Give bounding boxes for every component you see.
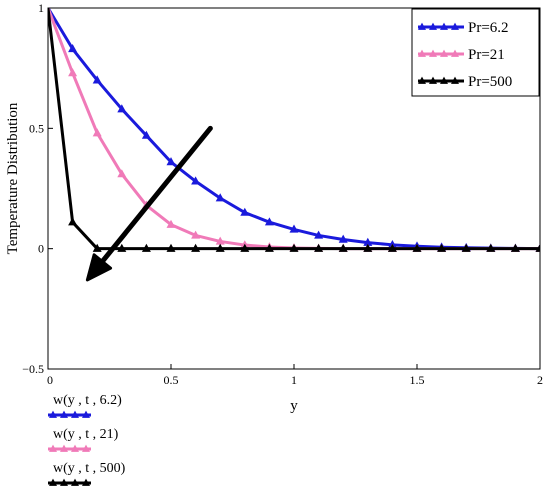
expression-swatch-marker xyxy=(49,444,57,452)
data-point-marker xyxy=(437,243,447,252)
x-tick-label: 0 xyxy=(47,373,53,387)
expression-entry-2: w(y , t , 21) xyxy=(48,427,119,452)
expression-entry-1: w(y , t , 6.2) xyxy=(48,393,122,418)
data-point-marker xyxy=(215,193,225,202)
expression-list: w(y , t , 6.2) w(y , t , 21) w(y , t , 500… xyxy=(48,393,126,486)
legend-swatch-marker xyxy=(429,76,437,84)
data-point-marker xyxy=(92,128,102,137)
data-point-marker xyxy=(141,130,151,139)
legend-entry-1: Pr=6.2 xyxy=(418,20,509,36)
y-tick-label: 0 xyxy=(38,242,44,256)
data-point-marker xyxy=(68,44,78,53)
legend-label: Pr=6.2 xyxy=(468,20,509,36)
data-point-marker xyxy=(264,243,274,252)
legend-swatch-marker xyxy=(429,22,437,30)
data-point-marker xyxy=(412,243,422,252)
data-point-marker xyxy=(387,243,397,252)
data-point-marker xyxy=(215,236,225,245)
data-point-marker xyxy=(191,243,201,252)
data-point-marker xyxy=(68,217,78,226)
y-tick-label: 0.5 xyxy=(29,121,44,135)
expression-swatch-marker xyxy=(82,444,90,452)
legend-swatch-marker xyxy=(418,49,426,57)
expression-swatch-marker xyxy=(82,410,90,418)
annotation-arrow xyxy=(85,125,213,282)
data-point-marker xyxy=(535,243,540,252)
data-point-marker xyxy=(289,243,299,252)
data-point-marker xyxy=(264,217,274,226)
expression-swatch-marker xyxy=(71,444,79,452)
data-point-marker xyxy=(338,243,348,252)
legend-swatch-marker xyxy=(418,22,426,30)
expression-entry-3: w(y , t , 500) xyxy=(48,461,126,486)
data-point-marker xyxy=(461,243,471,252)
x-axis-title: y xyxy=(290,398,298,414)
y-tick-label: 1 xyxy=(38,1,44,15)
arrow-shaft xyxy=(97,125,213,268)
legend-swatch-marker xyxy=(451,49,459,57)
data-point-marker xyxy=(486,243,496,252)
x-tick-label: 1 xyxy=(291,373,297,387)
data-point-marker xyxy=(215,243,225,252)
x-tick-label: 0.5 xyxy=(164,373,179,387)
data-point-marker xyxy=(68,68,78,77)
data-point-marker xyxy=(92,243,102,252)
legend-entry-3: Pr=500 xyxy=(418,74,512,90)
x-tick-label: 2 xyxy=(537,373,543,387)
data-point-marker xyxy=(141,243,151,252)
legend-entry-2: Pr=21 xyxy=(418,47,505,63)
expression-swatch-marker xyxy=(71,410,79,418)
legend-swatch-marker xyxy=(440,22,448,30)
data-point-marker xyxy=(510,243,520,252)
annotation-layer xyxy=(85,125,213,282)
legend-swatch-marker xyxy=(429,49,437,57)
data-point-marker xyxy=(240,207,250,216)
data-point-marker xyxy=(191,230,201,239)
arrow-head xyxy=(85,253,113,282)
legend-swatch-marker xyxy=(451,76,459,84)
data-point-marker xyxy=(191,176,201,185)
expression-swatch-marker xyxy=(60,444,68,452)
data-point-marker xyxy=(166,157,176,166)
expression-swatch-marker xyxy=(71,478,79,486)
data-point-marker xyxy=(363,237,373,246)
legend-label: Pr=21 xyxy=(468,47,505,63)
data-point-marker xyxy=(92,75,102,84)
data-point-marker xyxy=(117,243,127,252)
legend-label: Pr=500 xyxy=(468,74,512,90)
legend-swatch-marker xyxy=(440,76,448,84)
legend-swatch-marker xyxy=(418,76,426,84)
data-point-marker xyxy=(314,230,324,239)
series-layer xyxy=(48,8,540,252)
data-point-marker xyxy=(117,169,127,178)
legend: Pr=6.2 Pr=21 Pr=500 xyxy=(411,8,540,97)
x-tick-label: 1.5 xyxy=(410,373,425,387)
data-point-marker xyxy=(338,234,348,243)
data-point-marker xyxy=(117,104,127,113)
expression-swatch-marker xyxy=(49,410,57,418)
expression-label: w(y , t , 6.2) xyxy=(53,393,122,408)
data-point-marker xyxy=(166,243,176,252)
data-point-marker xyxy=(289,224,299,233)
expression-swatch-marker xyxy=(49,478,57,486)
expression-label: w(y , t , 500) xyxy=(53,461,126,476)
y-tick-label: −0.5 xyxy=(22,362,44,376)
series-3 xyxy=(48,8,540,252)
expression-swatch-marker xyxy=(60,478,68,486)
data-point-marker xyxy=(166,219,176,228)
data-point-marker xyxy=(314,243,324,252)
data-point-marker xyxy=(363,243,373,252)
expression-label: w(y , t , 21) xyxy=(53,427,119,442)
legend-swatch-marker xyxy=(440,49,448,57)
expression-swatch-marker xyxy=(60,410,68,418)
legend-swatch-marker xyxy=(451,22,459,30)
y-axis-title: Temperature Distribution xyxy=(5,102,21,254)
expression-swatch-marker xyxy=(82,478,90,486)
data-point-marker xyxy=(240,243,250,252)
